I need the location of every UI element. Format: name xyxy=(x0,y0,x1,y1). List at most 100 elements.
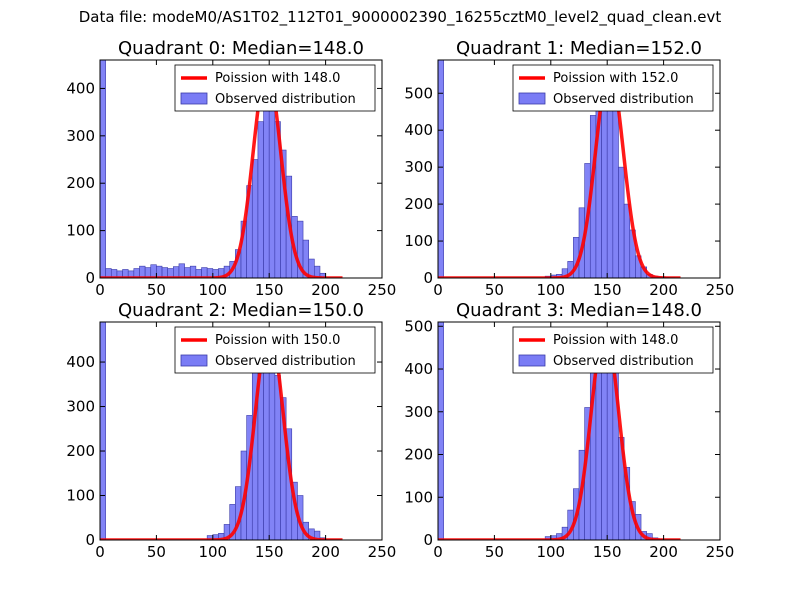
legend-bar-swatch xyxy=(518,92,546,105)
histogram-bar xyxy=(100,322,106,540)
y-tick-label: 0 xyxy=(423,531,433,549)
legend-entry-fit: Poission with 148.0 xyxy=(553,333,678,348)
histogram-bar xyxy=(601,81,608,278)
x-tick-label: 0 xyxy=(433,281,443,299)
histogram-bar xyxy=(612,96,619,278)
legend-box xyxy=(174,326,376,374)
x-tick-label: 50 xyxy=(485,543,504,561)
subplot-title: Quadrant 3: Median=148.0 xyxy=(456,300,702,321)
histogram-bar xyxy=(156,265,163,278)
histogram-bar xyxy=(268,107,276,278)
histogram-bar xyxy=(100,60,106,278)
x-tick-label: 200 xyxy=(311,543,340,561)
legend: Poission with 148.0 Observed distribution xyxy=(512,326,714,374)
histogram-bar xyxy=(139,265,146,278)
y-tick-label: 100 xyxy=(404,232,433,250)
y-tick-label: 0 xyxy=(85,531,95,549)
x-tick-label: 0 xyxy=(95,281,105,299)
subplot-quadrant-3: Quadrant 3: Median=148.0 0 50 100 150 200 250 0… xyxy=(404,300,734,561)
y-tick-label: 100 xyxy=(66,222,95,240)
legend-entry-observed: Observed distribution xyxy=(553,92,694,107)
legend-entry-observed: Observed distribution xyxy=(553,354,694,369)
x-tick-label: 150 xyxy=(255,281,284,299)
y-tick-label: 100 xyxy=(404,488,433,506)
legend-entry-fit: Poission with 152.0 xyxy=(553,71,678,86)
x-tick-label: 250 xyxy=(706,543,735,561)
x-tick-label: 250 xyxy=(368,281,397,299)
histogram-bar xyxy=(263,343,270,540)
x-tick-label: 50 xyxy=(147,543,166,561)
subplot-quadrant-0: Quadrant 0: Median=148.0 0 50 100 150 200 250 0… xyxy=(66,38,396,299)
histogram-bar xyxy=(178,263,185,278)
legend-bar-swatch xyxy=(180,92,208,105)
x-tick-label: 50 xyxy=(485,281,504,299)
y-tick-label: 500 xyxy=(404,317,433,335)
histogram-bar xyxy=(268,348,276,540)
x-tick-label: 250 xyxy=(368,543,397,561)
x-tick-label: 200 xyxy=(649,543,678,561)
x-tick-label: 150 xyxy=(593,543,622,561)
subplot-title: Quadrant 2: Median=150.0 xyxy=(118,300,364,321)
x-tick-label: 100 xyxy=(198,281,227,299)
histogram-bar xyxy=(623,203,631,278)
axes-frame xyxy=(99,59,383,279)
y-tick-label: 200 xyxy=(404,195,433,213)
subplot-quadrant-1: Quadrant 1: Median=152.0 0 50 100 150 200 250 0… xyxy=(404,38,734,299)
legend: Poission with 148.0 Observed distribution xyxy=(174,64,376,112)
legend-bar-swatch xyxy=(180,354,208,367)
x-tick-label: 150 xyxy=(593,281,622,299)
subplot-title: Quadrant 1: Median=152.0 xyxy=(456,38,702,59)
x-tick-label: 0 xyxy=(95,543,105,561)
x-tick-label: 200 xyxy=(311,281,340,299)
poisson-fit-line xyxy=(100,326,343,540)
y-tick-label: 100 xyxy=(66,487,95,505)
x-tick-label: 200 xyxy=(649,281,678,299)
y-tick-label: 500 xyxy=(404,84,433,102)
y-tick-label: 400 xyxy=(404,121,433,139)
histogram-bar xyxy=(251,159,259,278)
histogram-bar xyxy=(314,530,321,540)
histogram-bar xyxy=(438,322,444,540)
legend-box xyxy=(174,64,376,112)
y-tick-label: 300 xyxy=(66,398,95,416)
y-tick-label: 300 xyxy=(66,127,95,145)
y-tick-label: 400 xyxy=(404,360,433,378)
legend-entry-observed: Observed distribution xyxy=(215,92,356,107)
legend: Poission with 152.0 Observed distribution xyxy=(512,64,714,112)
poisson-fit-line xyxy=(100,67,343,278)
histogram-bar xyxy=(150,264,157,278)
x-tick-label: 100 xyxy=(198,543,227,561)
subplot-quadrant-2: Quadrant 2: Median=150.0 0 50 100 150 200 250 0… xyxy=(66,300,396,561)
legend-bar-swatch xyxy=(518,354,546,367)
y-tick-label: 0 xyxy=(423,269,433,287)
subplot-title: Quadrant 0: Median=148.0 xyxy=(118,38,364,59)
y-tick-label: 200 xyxy=(66,442,95,460)
plot-area xyxy=(438,322,681,540)
histogram-bar xyxy=(189,265,197,278)
y-tick-label: 200 xyxy=(404,446,433,464)
axes-frame xyxy=(437,321,721,541)
y-tick-label: 200 xyxy=(66,174,95,192)
x-tick-label: 150 xyxy=(255,543,284,561)
figure-title: Data file: modeM0/AS1T02_112T01_90000023… xyxy=(78,8,722,26)
legend-entry-fit: Poission with 148.0 xyxy=(215,71,340,86)
histogram-bar xyxy=(274,375,281,540)
axes-frame xyxy=(437,59,721,279)
axes-frame xyxy=(99,321,383,541)
histogram-bar xyxy=(618,166,625,278)
x-tick-label: 100 xyxy=(536,281,565,299)
legend-entry-observed: Observed distribution xyxy=(215,354,356,369)
y-tick-label: 400 xyxy=(66,353,95,371)
y-tick-label: 300 xyxy=(404,158,433,176)
legend-box xyxy=(512,326,714,374)
legend-box xyxy=(512,64,714,112)
histogram-bar xyxy=(606,85,614,278)
x-tick-label: 250 xyxy=(706,281,735,299)
plot-area xyxy=(100,322,343,540)
y-tick-label: 0 xyxy=(85,269,95,287)
histogram-bar xyxy=(257,121,264,278)
legend: Poission with 150.0 Observed distribution xyxy=(174,326,376,374)
y-tick-label: 300 xyxy=(404,403,433,421)
poisson-fit-line xyxy=(438,326,681,540)
